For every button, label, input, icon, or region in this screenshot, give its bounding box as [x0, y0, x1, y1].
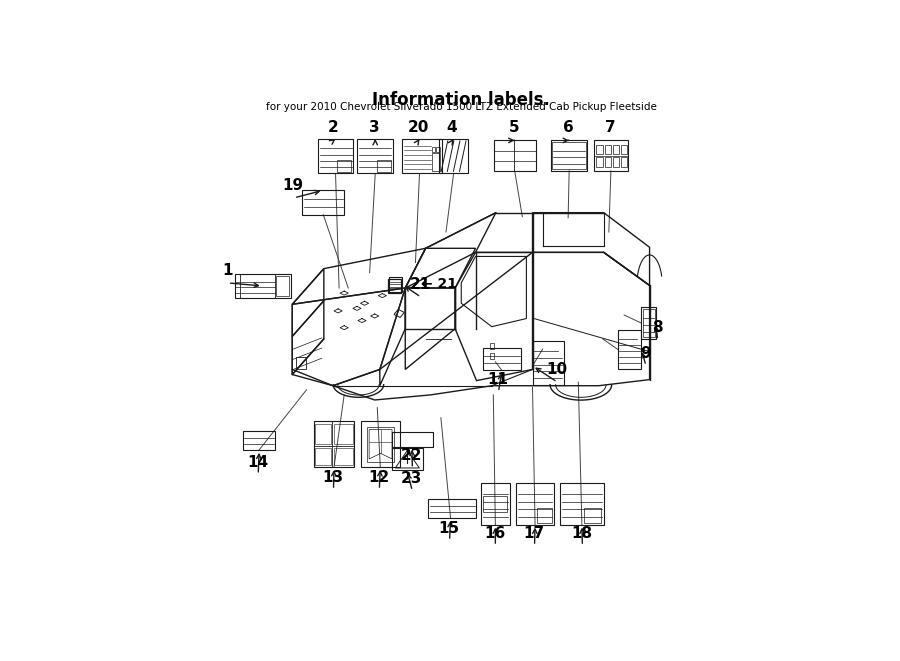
Text: 18: 18 [572, 525, 592, 541]
Bar [334, 448, 353, 465]
Bar [334, 424, 353, 444]
Bar [594, 140, 628, 171]
Bar [621, 157, 626, 167]
Text: 9: 9 [640, 346, 651, 361]
Bar [551, 140, 588, 171]
Bar [537, 508, 552, 523]
Bar [605, 157, 611, 167]
Text: 3: 3 [369, 120, 380, 135]
Bar [389, 277, 402, 292]
Bar [642, 307, 656, 339]
Bar [315, 424, 331, 444]
Bar [243, 430, 275, 450]
Text: 5: 5 [508, 120, 519, 135]
Text: 21: 21 [410, 277, 431, 292]
Text: 10: 10 [546, 362, 568, 377]
Bar [516, 483, 554, 525]
Text: 19: 19 [283, 178, 304, 193]
Bar [362, 421, 400, 467]
Bar [432, 147, 436, 152]
Bar [388, 279, 400, 293]
Bar [605, 145, 611, 154]
Bar [597, 157, 603, 167]
Text: 16: 16 [484, 525, 506, 541]
Text: for your 2010 Chevrolet Silverado 1500 LTZ Extended Cab Pickup Fleetside: for your 2010 Chevrolet Silverado 1500 L… [266, 102, 657, 112]
Bar [392, 432, 433, 447]
Text: 14: 14 [248, 455, 268, 469]
Text: 7: 7 [605, 120, 616, 135]
Text: Information labels.: Information labels. [373, 91, 550, 108]
Bar [296, 357, 306, 369]
Bar [483, 496, 508, 512]
Bar [357, 139, 393, 173]
Bar [377, 160, 391, 172]
Bar [483, 348, 521, 370]
Bar [584, 508, 600, 523]
Text: ← 21: ← 21 [420, 278, 456, 292]
Text: 11: 11 [488, 372, 508, 387]
Text: 23: 23 [401, 471, 423, 486]
Bar [313, 421, 355, 467]
Text: 2: 2 [328, 120, 338, 135]
Text: 20: 20 [408, 120, 428, 135]
Bar [643, 309, 654, 337]
Bar [428, 498, 476, 518]
Bar [315, 448, 331, 465]
Bar [436, 147, 440, 152]
Bar [276, 276, 289, 296]
Text: 12: 12 [368, 470, 390, 485]
Bar [552, 142, 587, 169]
Bar [613, 157, 619, 167]
Text: 13: 13 [322, 470, 344, 485]
Bar [392, 447, 423, 470]
Bar [318, 139, 354, 173]
Bar [302, 190, 344, 215]
Text: 17: 17 [524, 525, 544, 541]
Bar [560, 483, 604, 525]
Bar [482, 483, 509, 525]
Text: 1: 1 [222, 262, 232, 278]
Text: 4: 4 [446, 120, 457, 135]
Bar [235, 274, 291, 298]
Text: 6: 6 [562, 120, 573, 135]
Bar [533, 342, 564, 385]
Bar [338, 160, 351, 172]
Text: 8: 8 [652, 320, 662, 335]
Text: 22: 22 [401, 448, 423, 463]
Bar [490, 353, 494, 360]
Bar [490, 343, 494, 349]
Bar [613, 145, 619, 154]
Bar [402, 139, 442, 173]
Bar [432, 153, 440, 171]
Text: 15: 15 [438, 521, 460, 535]
Bar [621, 145, 626, 154]
Bar [439, 139, 468, 173]
Bar [494, 140, 536, 171]
Bar [597, 145, 603, 154]
Bar [618, 330, 642, 369]
